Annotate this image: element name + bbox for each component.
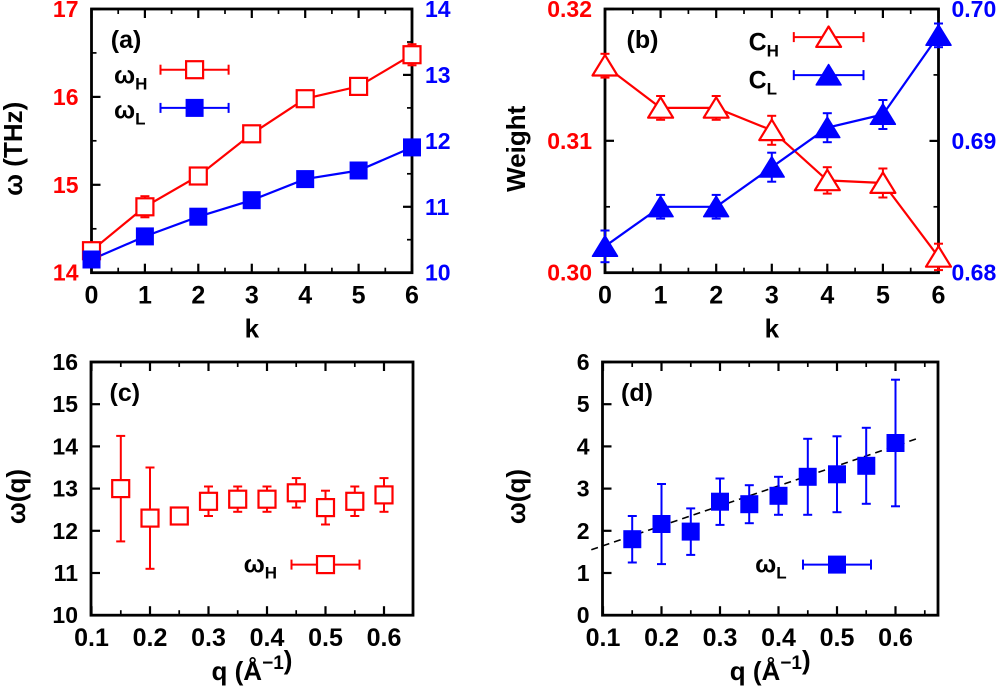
svg-text:10: 10 xyxy=(425,260,451,286)
svg-text:12: 12 xyxy=(425,128,451,154)
svg-text:4: 4 xyxy=(298,282,312,310)
svg-text:11: 11 xyxy=(54,560,79,586)
svg-text:0.30: 0.30 xyxy=(547,260,592,286)
svg-text:1: 1 xyxy=(138,282,152,310)
svg-text:12: 12 xyxy=(52,518,78,544)
svg-text:5: 5 xyxy=(577,391,590,417)
svg-text:15: 15 xyxy=(53,172,79,198)
svg-text:0.1: 0.1 xyxy=(586,624,621,652)
svg-text:5: 5 xyxy=(876,282,890,310)
svg-text:(a): (a) xyxy=(111,26,142,54)
svg-text:0.5: 0.5 xyxy=(308,624,343,652)
svg-text:0: 0 xyxy=(598,282,612,310)
svg-text:0.3: 0.3 xyxy=(703,624,738,652)
svg-text:0.6: 0.6 xyxy=(367,624,402,652)
svg-text:0.2: 0.2 xyxy=(644,624,679,652)
svg-text:0.1: 0.1 xyxy=(74,624,109,652)
svg-text:0.32: 0.32 xyxy=(547,0,592,22)
svg-text:0.5: 0.5 xyxy=(820,624,855,652)
svg-text:0.4: 0.4 xyxy=(761,624,796,652)
svg-text:(b): (b) xyxy=(627,26,659,54)
svg-text:Weight: Weight xyxy=(501,105,531,192)
svg-text:14: 14 xyxy=(53,260,79,286)
svg-text:0.3: 0.3 xyxy=(191,624,226,652)
svg-text:13: 13 xyxy=(52,476,78,502)
svg-text:16: 16 xyxy=(53,84,79,110)
svg-text:3: 3 xyxy=(245,282,259,310)
svg-text:0: 0 xyxy=(85,282,99,310)
svg-text:6: 6 xyxy=(932,282,946,310)
svg-text:3: 3 xyxy=(577,476,590,502)
svg-text:4: 4 xyxy=(577,433,590,459)
svg-text:14: 14 xyxy=(52,433,78,459)
svg-text:2: 2 xyxy=(191,282,205,310)
svg-text:14: 14 xyxy=(425,0,451,22)
svg-text:13: 13 xyxy=(425,62,451,88)
svg-text:ω(q): ω(q) xyxy=(501,469,531,524)
svg-text:2: 2 xyxy=(709,282,723,310)
svg-text:0.2: 0.2 xyxy=(133,624,168,652)
svg-text:0.69: 0.69 xyxy=(952,128,997,154)
svg-text:0.68: 0.68 xyxy=(952,260,997,286)
svg-text:0.31: 0.31 xyxy=(547,128,592,154)
svg-text:1: 1 xyxy=(654,282,668,310)
svg-text:6: 6 xyxy=(577,349,590,375)
svg-text:k: k xyxy=(765,314,780,344)
svg-text:6: 6 xyxy=(405,282,419,310)
svg-text:0.6: 0.6 xyxy=(878,624,913,652)
svg-text:0.70: 0.70 xyxy=(952,0,997,22)
svg-text:(d): (d) xyxy=(621,379,653,407)
svg-text:11: 11 xyxy=(425,194,450,220)
svg-text:15: 15 xyxy=(52,391,78,417)
svg-text:5: 5 xyxy=(352,282,366,310)
svg-text:k: k xyxy=(245,314,260,344)
svg-text:ω (THz): ω (THz) xyxy=(0,102,28,196)
svg-text:17: 17 xyxy=(53,0,79,22)
svg-text:4: 4 xyxy=(820,282,834,310)
svg-text:(c): (c) xyxy=(110,379,141,407)
svg-text:1: 1 xyxy=(577,560,590,586)
svg-text:ω(q): ω(q) xyxy=(1,469,31,524)
svg-text:2: 2 xyxy=(577,518,590,544)
svg-text:16: 16 xyxy=(52,349,78,375)
svg-text:3: 3 xyxy=(765,282,779,310)
svg-text:0.4: 0.4 xyxy=(250,624,285,652)
